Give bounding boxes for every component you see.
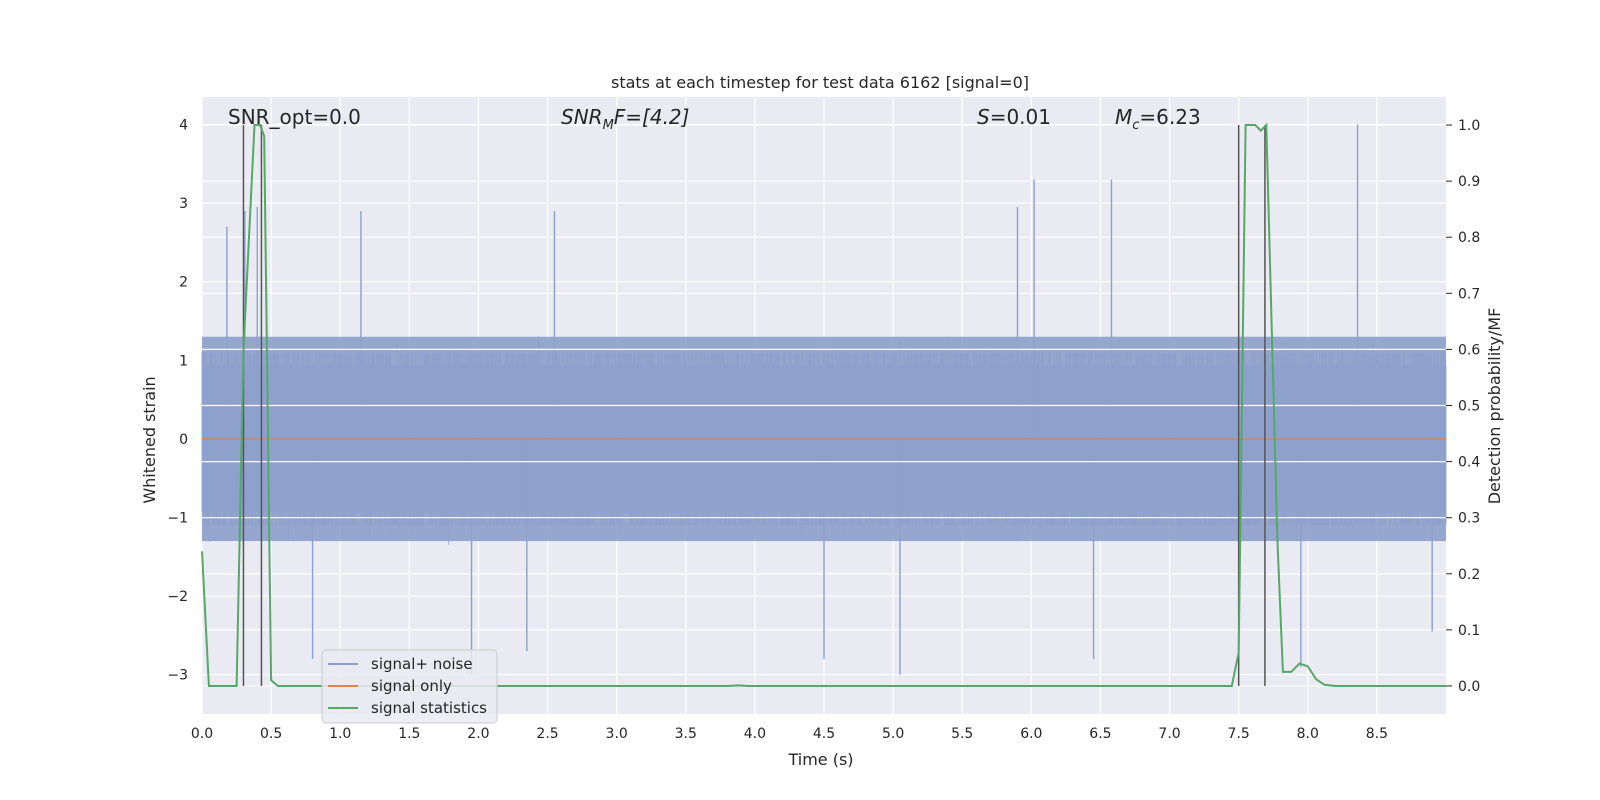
x-tick-label: 6.0	[1020, 726, 1042, 742]
legend-label-signal-only: signal only	[371, 677, 452, 695]
y-tick-label: −2	[167, 589, 188, 605]
x-tick-label: 1.5	[398, 726, 420, 742]
y2-tick-label: 0.3	[1458, 511, 1480, 527]
x-tick-label: 4.0	[744, 726, 766, 742]
y2-tick-label: 0.0	[1458, 679, 1480, 695]
annotation-mc: Mc=6.23	[1115, 105, 1201, 133]
x-tick-label: 1.0	[329, 726, 351, 742]
x-tick-label: 2.0	[467, 726, 489, 742]
x-tick-label: 5.0	[882, 726, 904, 742]
y2-tick-label: 1.0	[1458, 118, 1480, 134]
x-tick-label: 8.0	[1297, 726, 1319, 742]
y-axis-ticks: −3 −2 −1 0 1 2 3 4	[167, 118, 188, 684]
x-tick-label: 0.0	[191, 726, 213, 742]
y-tick-label: 4	[179, 118, 188, 134]
y2-axis-ticks: 0.0 0.1 0.2 0.3 0.4 0.5 0.6 0.7 0.8 0.9 1.0	[1446, 118, 1480, 695]
y2-tick-label: 0.6	[1458, 342, 1480, 358]
legend-label-noise: signal+ noise	[371, 655, 473, 673]
y2-tick-label: 0.9	[1458, 174, 1480, 190]
x-tick-label: 6.5	[1089, 726, 1111, 742]
x-tick-label: 2.5	[536, 726, 558, 742]
x-axis-ticks: 0.0 0.5 1.0 1.5 2.0 2.5 3.0 3.5 4.0 4.5 5.0 5.5 6.0 6…	[191, 726, 1388, 742]
y-tick-label: 3	[179, 196, 188, 212]
y2-tick-label: 0.1	[1458, 623, 1480, 639]
annotation-snr-mf: SNRMF=[4.2]	[561, 105, 689, 133]
legend-box	[321, 649, 498, 724]
y2-axis-label: Detection probability/MF	[1485, 308, 1504, 505]
x-tick-label: 3.0	[606, 726, 628, 742]
legend: signal+ noise signal only signal statist…	[321, 649, 498, 724]
series-signal-statistics	[201, 122, 1446, 687]
y-tick-label: 1	[179, 353, 188, 369]
annotation-s: S=0.01	[977, 105, 1051, 129]
x-axis-label: Time (s)	[787, 750, 853, 769]
y2-tick-label: 0.7	[1458, 286, 1480, 302]
y-tick-label: −1	[167, 511, 188, 527]
legend-label-statistics: signal statistics	[371, 699, 487, 717]
y2-tick-label: 0.4	[1458, 455, 1480, 471]
y-tick-label: 2	[179, 275, 188, 291]
y2-tick-label: 0.5	[1458, 399, 1480, 415]
x-tick-label: 0.5	[260, 726, 282, 742]
x-tick-label: 4.5	[813, 726, 835, 742]
statistics-line	[201, 122, 1446, 687]
annotation-snr-opt: SNR_opt=0.0	[228, 105, 361, 129]
y2-tick-label: 0.8	[1458, 230, 1480, 246]
y-tick-label: 0	[179, 432, 188, 448]
x-tick-label: 5.5	[951, 726, 973, 742]
x-tick-label: 8.5	[1366, 726, 1388, 742]
x-tick-label: 7.0	[1158, 726, 1180, 742]
y-tick-label: −3	[167, 668, 188, 684]
x-tick-label: 7.5	[1228, 726, 1250, 742]
chart-title: stats at each timestep for test data 616…	[611, 73, 1029, 92]
x-tick-label: 3.5	[675, 726, 697, 742]
y-axis-label: Whitened strain	[140, 376, 159, 503]
y2-tick-label: 0.2	[1458, 567, 1480, 583]
